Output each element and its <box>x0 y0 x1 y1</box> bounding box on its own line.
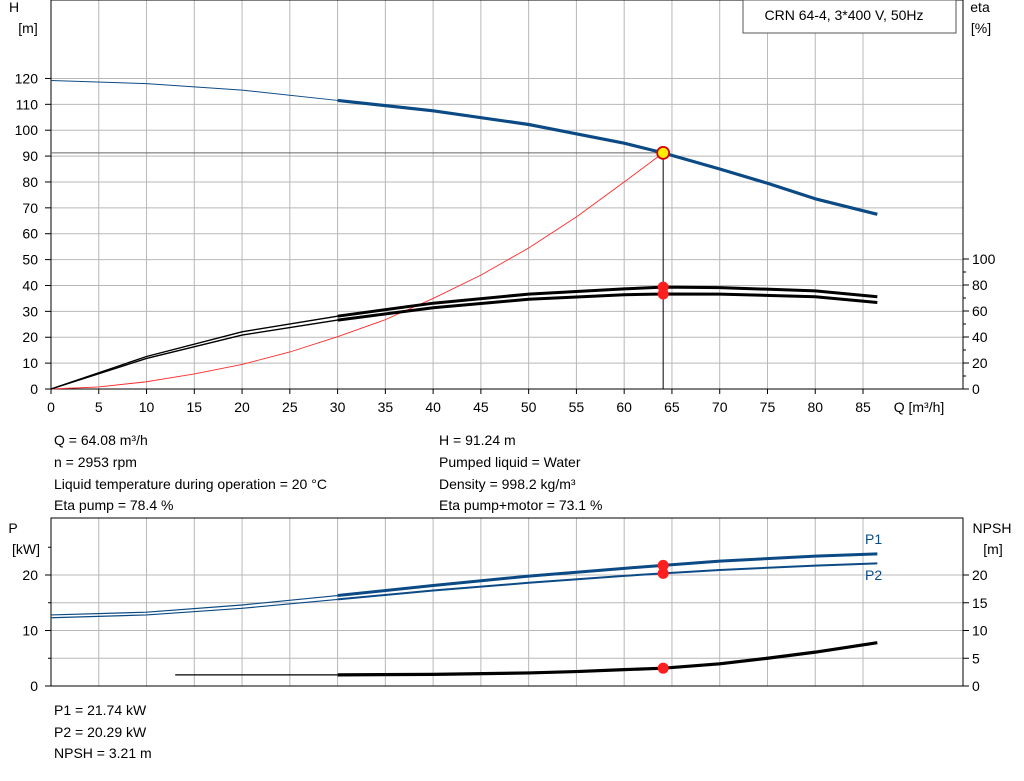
top-chart-grid <box>51 0 963 389</box>
eta-tick-label-100: 100 <box>972 251 996 267</box>
p2-series-label: P2 <box>865 567 882 583</box>
p1-operating-marker <box>657 559 669 571</box>
npsh-tick-label-20: 20 <box>972 567 988 583</box>
operating-point-info: Q = 64.08 m³/h n = 2953 rpm Liquid tempe… <box>54 432 602 513</box>
power-npsh-chart: 0 10 20 0 5 10 15 20 P [kW] NPSH [m] P1 P2 <box>8 517 1012 694</box>
p2-operating-marker <box>657 567 669 579</box>
eta-tick-label-80: 80 <box>972 277 988 293</box>
info-flow: Q = 64.08 m³/h <box>54 432 148 448</box>
x-tick-label-65: 65 <box>664 399 680 415</box>
x-tick-label-35: 35 <box>378 399 394 415</box>
head-tick-label-100: 100 <box>15 122 39 138</box>
x-tick-label-70: 70 <box>712 399 728 415</box>
info-eta-total: Eta pump+motor = 73.1 % <box>439 497 602 513</box>
npsh-tick-label-5: 5 <box>972 650 980 666</box>
system-curve-line <box>50 152 664 390</box>
x-tick-label-85: 85 <box>855 399 871 415</box>
head-tick-label-120: 120 <box>15 70 39 86</box>
eta-tick-label-20: 20 <box>972 355 988 371</box>
top-chart-ticks: 0 5 10 15 20 25 30 35 40 45 50 55 60 65 70 75 80 85 0 10 20 3… <box>15 70 996 415</box>
info-eta-pump: Eta pump = 78.4 % <box>54 497 173 513</box>
p2-curve-line <box>337 562 878 601</box>
head-curve-line-extrapolated <box>50 80 338 101</box>
eta-axis-unit: [%] <box>971 20 991 36</box>
head-tick-label-70: 70 <box>22 200 38 216</box>
pump-title-box <box>742 0 957 34</box>
power-tick-label-20: 20 <box>22 567 38 583</box>
x-tick-label-75: 75 <box>760 399 776 415</box>
x-tick-label-5: 5 <box>95 399 103 415</box>
power-axis-symbol: P <box>8 520 17 536</box>
pump-title: CRN 64-4, 3*400 V, 50Hz <box>764 7 923 23</box>
p1-series-label: P1 <box>865 531 882 547</box>
info-p1: P1 = 21.74 kW <box>54 702 147 718</box>
power-tick-label-10: 10 <box>22 623 38 639</box>
operating-point-marker <box>656 145 671 160</box>
npsh-tick-label-15: 15 <box>972 595 988 611</box>
eta-tick-label-60: 60 <box>972 303 988 319</box>
info-density: Density = 998.2 kg/m³ <box>439 476 576 492</box>
x-tick-label-45: 45 <box>473 399 489 415</box>
eta-tick-label-0: 0 <box>972 381 980 397</box>
head-tick-label-30: 30 <box>22 303 38 319</box>
head-tick-label-0: 0 <box>30 381 38 397</box>
npsh-tick-label-0: 0 <box>972 678 980 694</box>
info-head: H = 91.24 m <box>439 432 516 448</box>
top-chart-series <box>50 80 878 390</box>
x-tick-label-10: 10 <box>139 399 155 415</box>
info-npsh: NPSH = 3.21 m <box>54 745 152 761</box>
eta-total-line <box>337 292 878 322</box>
npsh-operating-marker <box>657 662 669 674</box>
npsh-tick-label-10: 10 <box>972 623 988 639</box>
flow-axis-label: Q [m³/h] <box>894 399 945 415</box>
x-tick-label-55: 55 <box>569 399 585 415</box>
bottom-chart-series <box>50 552 878 677</box>
npsh-curve-line <box>337 641 878 677</box>
head-tick-label-60: 60 <box>22 226 38 242</box>
eta-total-marker <box>657 288 669 300</box>
x-tick-label-50: 50 <box>521 399 537 415</box>
info-pumped-liquid: Pumped liquid = Water <box>439 454 581 470</box>
x-tick-label-20: 20 <box>234 399 250 415</box>
top-plot-frame <box>50 0 964 390</box>
npsh-axis-symbol: NPSH <box>973 520 1012 536</box>
head-axis-symbol: H <box>9 0 19 15</box>
npsh-axis-unit: [m] <box>983 541 1002 557</box>
p1-curve-line <box>337 552 878 598</box>
power-npsh-info: P1 = 21.74 kW P2 = 20.29 kW NPSH = 3.21 … <box>54 702 152 761</box>
head-efficiency-chart: 0 5 10 15 20 25 30 35 40 45 50 55 60 65 70 75 80 85 0 10 20 3… <box>9 0 996 415</box>
info-liquid-temperature: Liquid temperature during operation = 20… <box>54 476 327 492</box>
head-tick-label-80: 80 <box>22 174 38 190</box>
bottom-chart-ticks: 0 10 20 0 5 10 15 20 <box>22 546 988 694</box>
head-tick-label-110: 110 <box>16 96 39 112</box>
x-tick-label-80: 80 <box>807 399 823 415</box>
head-axis-unit: [m] <box>18 20 37 36</box>
bottom-chart-grid <box>51 518 963 686</box>
x-tick-label-40: 40 <box>425 399 441 415</box>
x-tick-label-0: 0 <box>47 399 55 415</box>
x-tick-label-60: 60 <box>616 399 632 415</box>
head-tick-label-10: 10 <box>22 355 38 371</box>
power-tick-label-0: 0 <box>30 678 38 694</box>
x-tick-label-30: 30 <box>330 399 346 415</box>
eta-pump-line-extrapolated <box>50 315 338 390</box>
eta-tick-label-40: 40 <box>972 329 988 345</box>
head-tick-label-40: 40 <box>22 277 38 293</box>
x-tick-label-15: 15 <box>187 399 203 415</box>
p1-curve-line-extrapolated <box>50 594 338 616</box>
eta-pump-line <box>337 285 878 318</box>
head-tick-label-50: 50 <box>22 252 38 268</box>
head-tick-label-90: 90 <box>22 148 38 164</box>
head-curve-line <box>337 98 878 216</box>
power-axis-unit: [kW] <box>12 541 40 557</box>
info-speed: n = 2953 rpm <box>54 454 137 470</box>
eta-axis-symbol: eta <box>970 0 990 15</box>
x-tick-label-25: 25 <box>282 399 298 415</box>
head-tick-label-20: 20 <box>22 329 38 345</box>
info-p2: P2 = 20.29 kW <box>54 724 147 740</box>
bottom-plot-frame <box>50 517 964 687</box>
p2-curve-line-extrapolated <box>50 598 338 619</box>
eta-total-line-extrapolated <box>50 319 338 390</box>
